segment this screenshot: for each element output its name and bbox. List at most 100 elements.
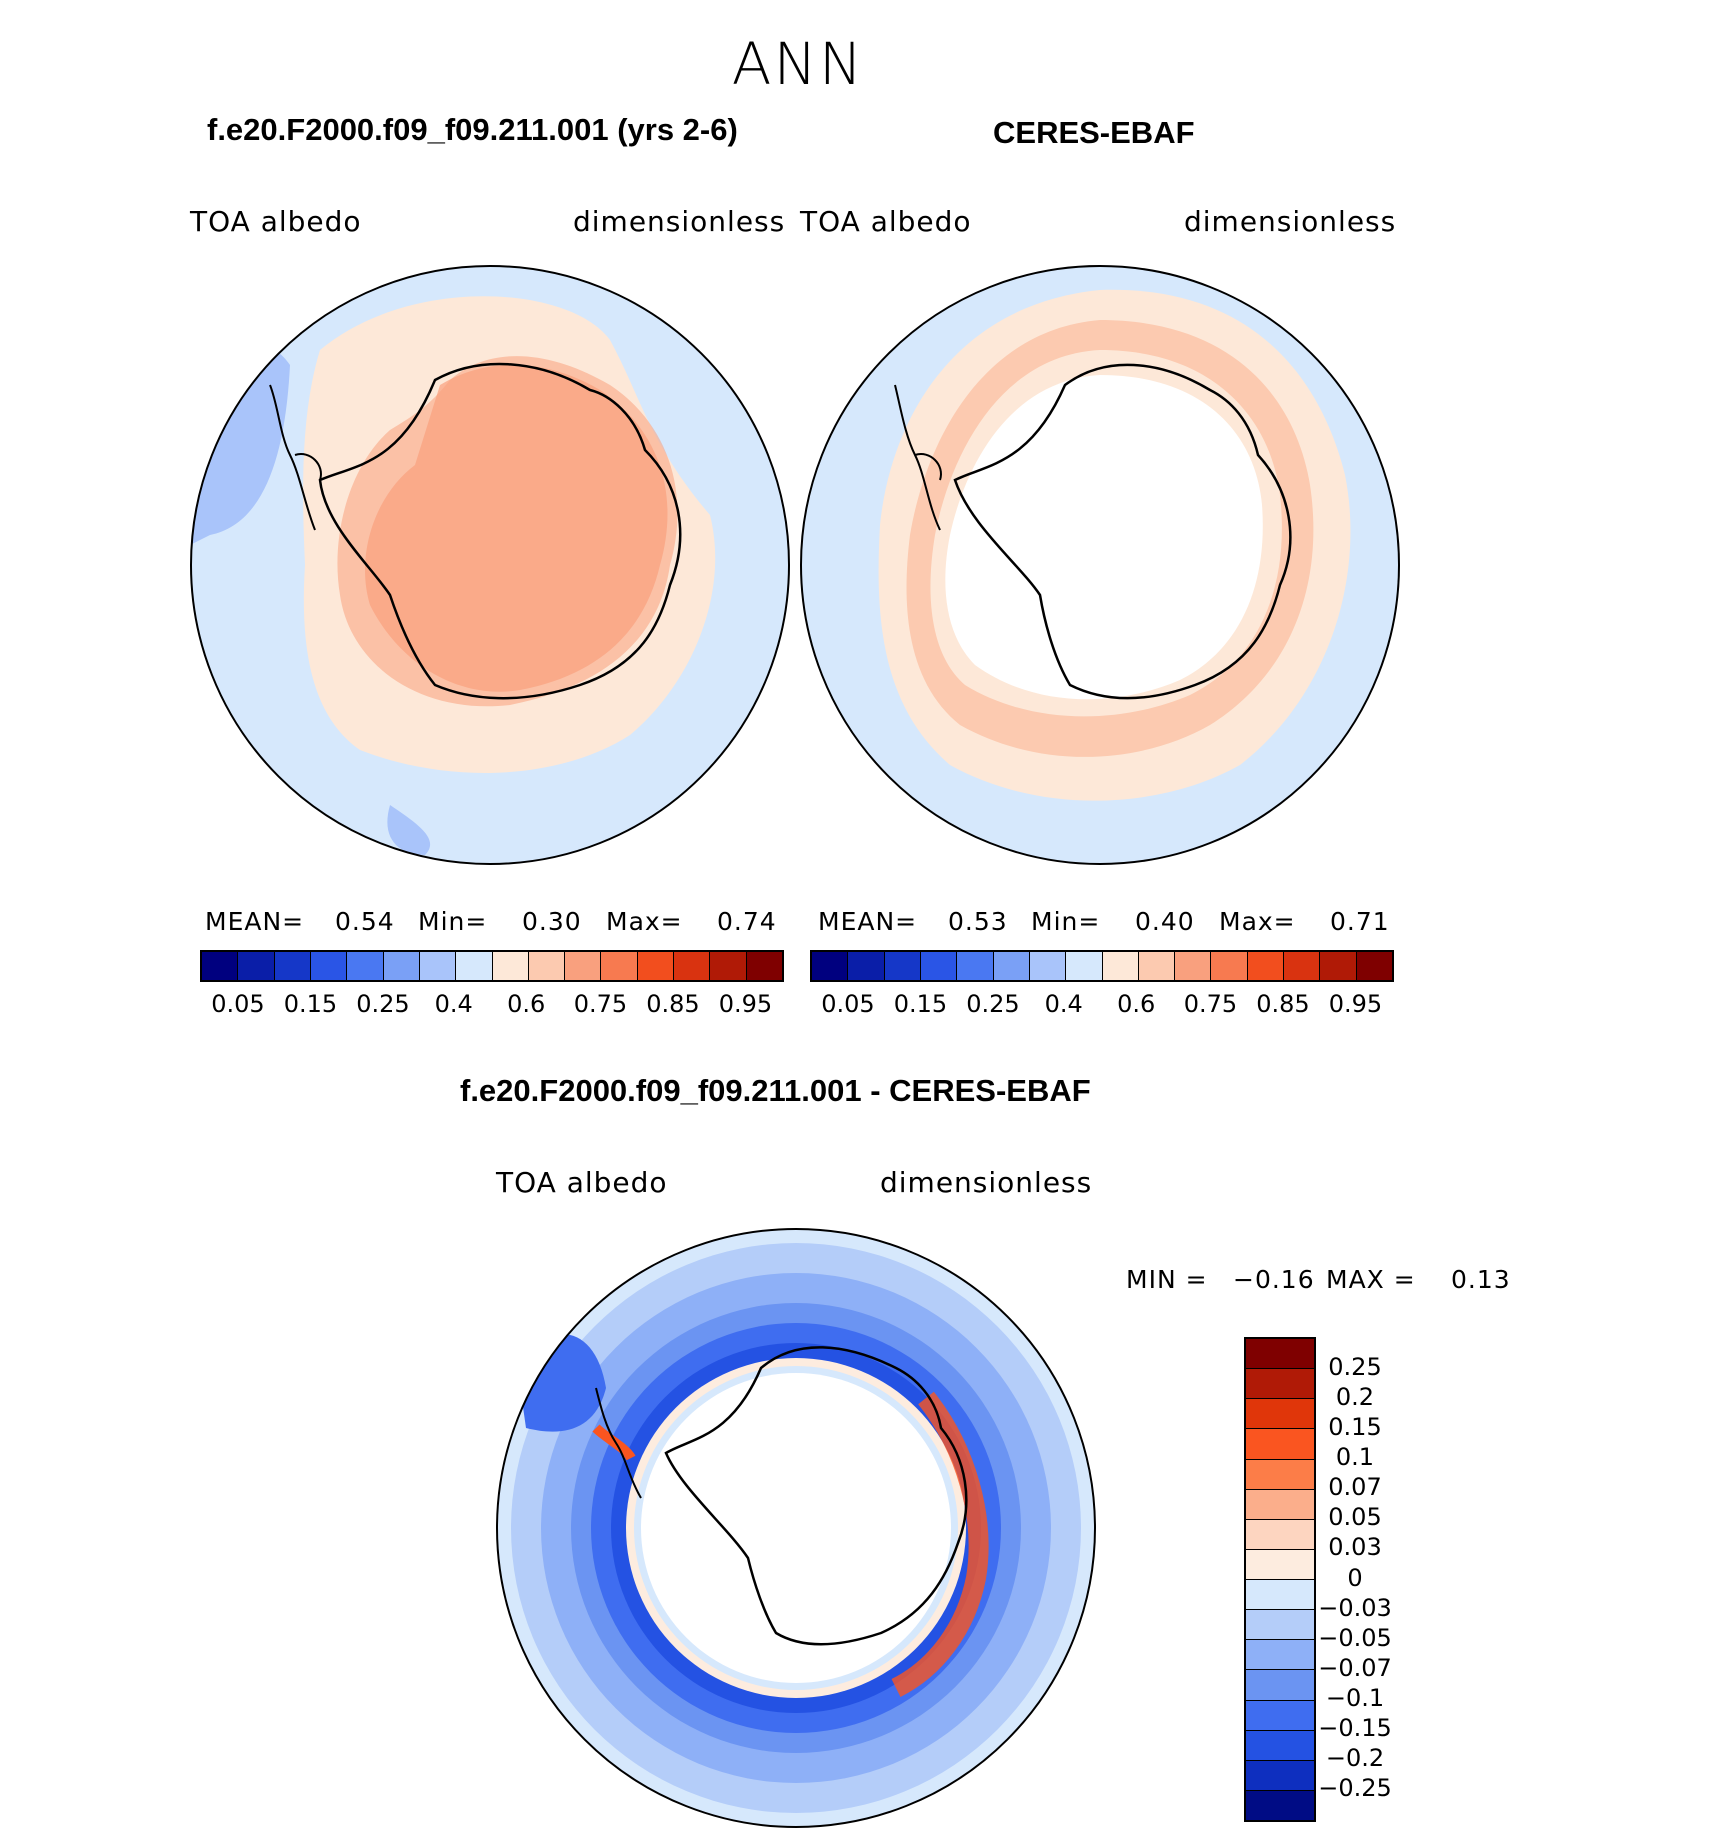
colorbar-tick-label: 0.2 (1335, 1383, 1375, 1412)
left-variable-label: TOA albedo (190, 205, 362, 238)
left-colorbar (200, 950, 784, 982)
right-mean-value: 0.53 (948, 907, 1008, 936)
right-units-label: dimensionless (1184, 205, 1397, 238)
colorbar-tick-label: 0.05 (821, 990, 875, 1018)
colorbar-swatch (202, 952, 239, 980)
colorbar-swatch (674, 952, 711, 980)
colorbar-swatch (1246, 1489, 1314, 1520)
colorbar-swatch (1246, 1730, 1314, 1761)
left-min-label: Min= (418, 907, 488, 936)
colorbar-swatch (1284, 952, 1321, 980)
colorbar-swatch (1247, 952, 1285, 980)
colorbar-tick-label: 0.75 (1183, 990, 1238, 1018)
colorbar-tick-label: 0.15 (283, 990, 338, 1018)
colorbar-swatch (601, 952, 638, 980)
diff-max-label: MAX = (1326, 1265, 1416, 1294)
right-max-label: Max= (1219, 907, 1296, 936)
diff-units-label: dimensionless (880, 1166, 1093, 1199)
season-title: ANN (731, 30, 865, 98)
colorbar-swatch (993, 952, 1030, 980)
right-colorbar (810, 950, 1394, 982)
colorbar-tick-label: 0.85 (646, 990, 700, 1018)
colorbar-tick-label: −0.25 (1318, 1773, 1392, 1802)
right-max-value: 0.71 (1330, 907, 1390, 936)
colorbar-tick-label: 0 (1347, 1563, 1363, 1592)
colorbar-swatch (1246, 1790, 1314, 1820)
colorbar-swatch (637, 952, 675, 980)
colorbar-swatch (456, 952, 493, 980)
colorbar-swatch (710, 952, 747, 980)
colorbar-swatch (1246, 1339, 1314, 1370)
colorbar-swatch (1246, 1519, 1314, 1550)
right-min-value: 0.40 (1135, 907, 1195, 936)
colorbar-swatch (1246, 1640, 1314, 1671)
colorbar-tick-label: 0.4 (1044, 990, 1083, 1018)
left-units-label: dimensionless (573, 205, 786, 238)
colorbar-tick-label: 0.6 (507, 990, 546, 1018)
colorbar-tick-label: 0.95 (1328, 990, 1383, 1018)
colorbar-swatch (812, 952, 849, 980)
colorbar-swatch (274, 952, 311, 980)
colorbar-tick-label: −0.03 (1318, 1593, 1392, 1622)
colorbar-tick-label: 0.1 (1335, 1443, 1375, 1472)
colorbar-swatch (528, 952, 566, 980)
left-mean-value: 0.54 (335, 907, 395, 936)
colorbar-swatch (1320, 952, 1357, 980)
colorbar-swatch (1102, 952, 1139, 980)
right-mean-label: MEAN= (818, 907, 918, 936)
left-max-value: 0.74 (717, 907, 777, 936)
colorbar-tick-label: −0.1 (1325, 1683, 1385, 1712)
colorbar-tick-label: 0.15 (893, 990, 948, 1018)
colorbar-tick-label: 0.95 (718, 990, 773, 1018)
colorbar-swatch (1211, 952, 1248, 980)
colorbar-swatch (1138, 952, 1176, 980)
diff-max-value: 0.13 (1451, 1265, 1511, 1294)
right-variable-label: TOA albedo (800, 205, 972, 238)
colorbar-tick-label: 0.15 (1328, 1413, 1382, 1442)
colorbar-swatch (238, 952, 275, 980)
colorbar-swatch (1066, 952, 1103, 980)
diff-polar-map (496, 1228, 1096, 1828)
colorbar-tick-label: 0.05 (211, 990, 265, 1018)
colorbar-swatch (565, 952, 602, 980)
colorbar-tick-label: 0.85 (1256, 990, 1310, 1018)
colorbar-tick-label: 0.25 (966, 990, 1020, 1018)
colorbar-swatch (1246, 1399, 1314, 1430)
colorbar-swatch (1356, 952, 1392, 980)
colorbar-swatch (884, 952, 921, 980)
left-polar-map (190, 265, 790, 865)
colorbar-tick-label: 0.05 (1328, 1503, 1382, 1532)
left-mean-label: MEAN= (205, 907, 305, 936)
right-polar-map (800, 265, 1400, 865)
colorbar-swatch (746, 952, 782, 980)
colorbar-tick-label: 0.4 (434, 990, 473, 1018)
left-case-title: f.e20.F2000.f09_f09.211.001 (yrs 2-6) (207, 112, 738, 147)
colorbar-swatch (1246, 1610, 1314, 1641)
diff-colorbar (1244, 1337, 1316, 1822)
colorbar-tick-label: 0.25 (1328, 1353, 1382, 1382)
colorbar-swatch (1246, 1429, 1314, 1460)
left-max-label: Max= (606, 907, 683, 936)
colorbar-swatch (1246, 1580, 1314, 1611)
colorbar-swatch (1029, 952, 1067, 980)
colorbar-swatch (1246, 1700, 1314, 1731)
colorbar-swatch (920, 952, 958, 980)
right-case-title: CERES-EBAF (993, 115, 1195, 150)
colorbar-swatch (1246, 1549, 1314, 1580)
colorbar-swatch (1246, 1459, 1314, 1490)
colorbar-swatch (492, 952, 529, 980)
colorbar-swatch (419, 952, 457, 980)
diff-variable-label: TOA albedo (496, 1166, 668, 1199)
colorbar-swatch (310, 952, 348, 980)
colorbar-swatch (957, 952, 994, 980)
left-min-value: 0.30 (522, 907, 582, 936)
colorbar-tick-label: 0.75 (573, 990, 628, 1018)
colorbar-tick-label: −0.05 (1318, 1623, 1392, 1652)
colorbar-tick-label: 0.07 (1328, 1473, 1382, 1502)
colorbar-tick-label: −0.2 (1325, 1743, 1385, 1772)
colorbar-swatch (1246, 1760, 1314, 1791)
diff-case-title: f.e20.F2000.f09_f09.211.001 - CERES-EBAF (460, 1073, 1091, 1108)
colorbar-swatch (848, 952, 885, 980)
right-min-label: Min= (1031, 907, 1101, 936)
colorbar-swatch (1246, 1369, 1314, 1400)
